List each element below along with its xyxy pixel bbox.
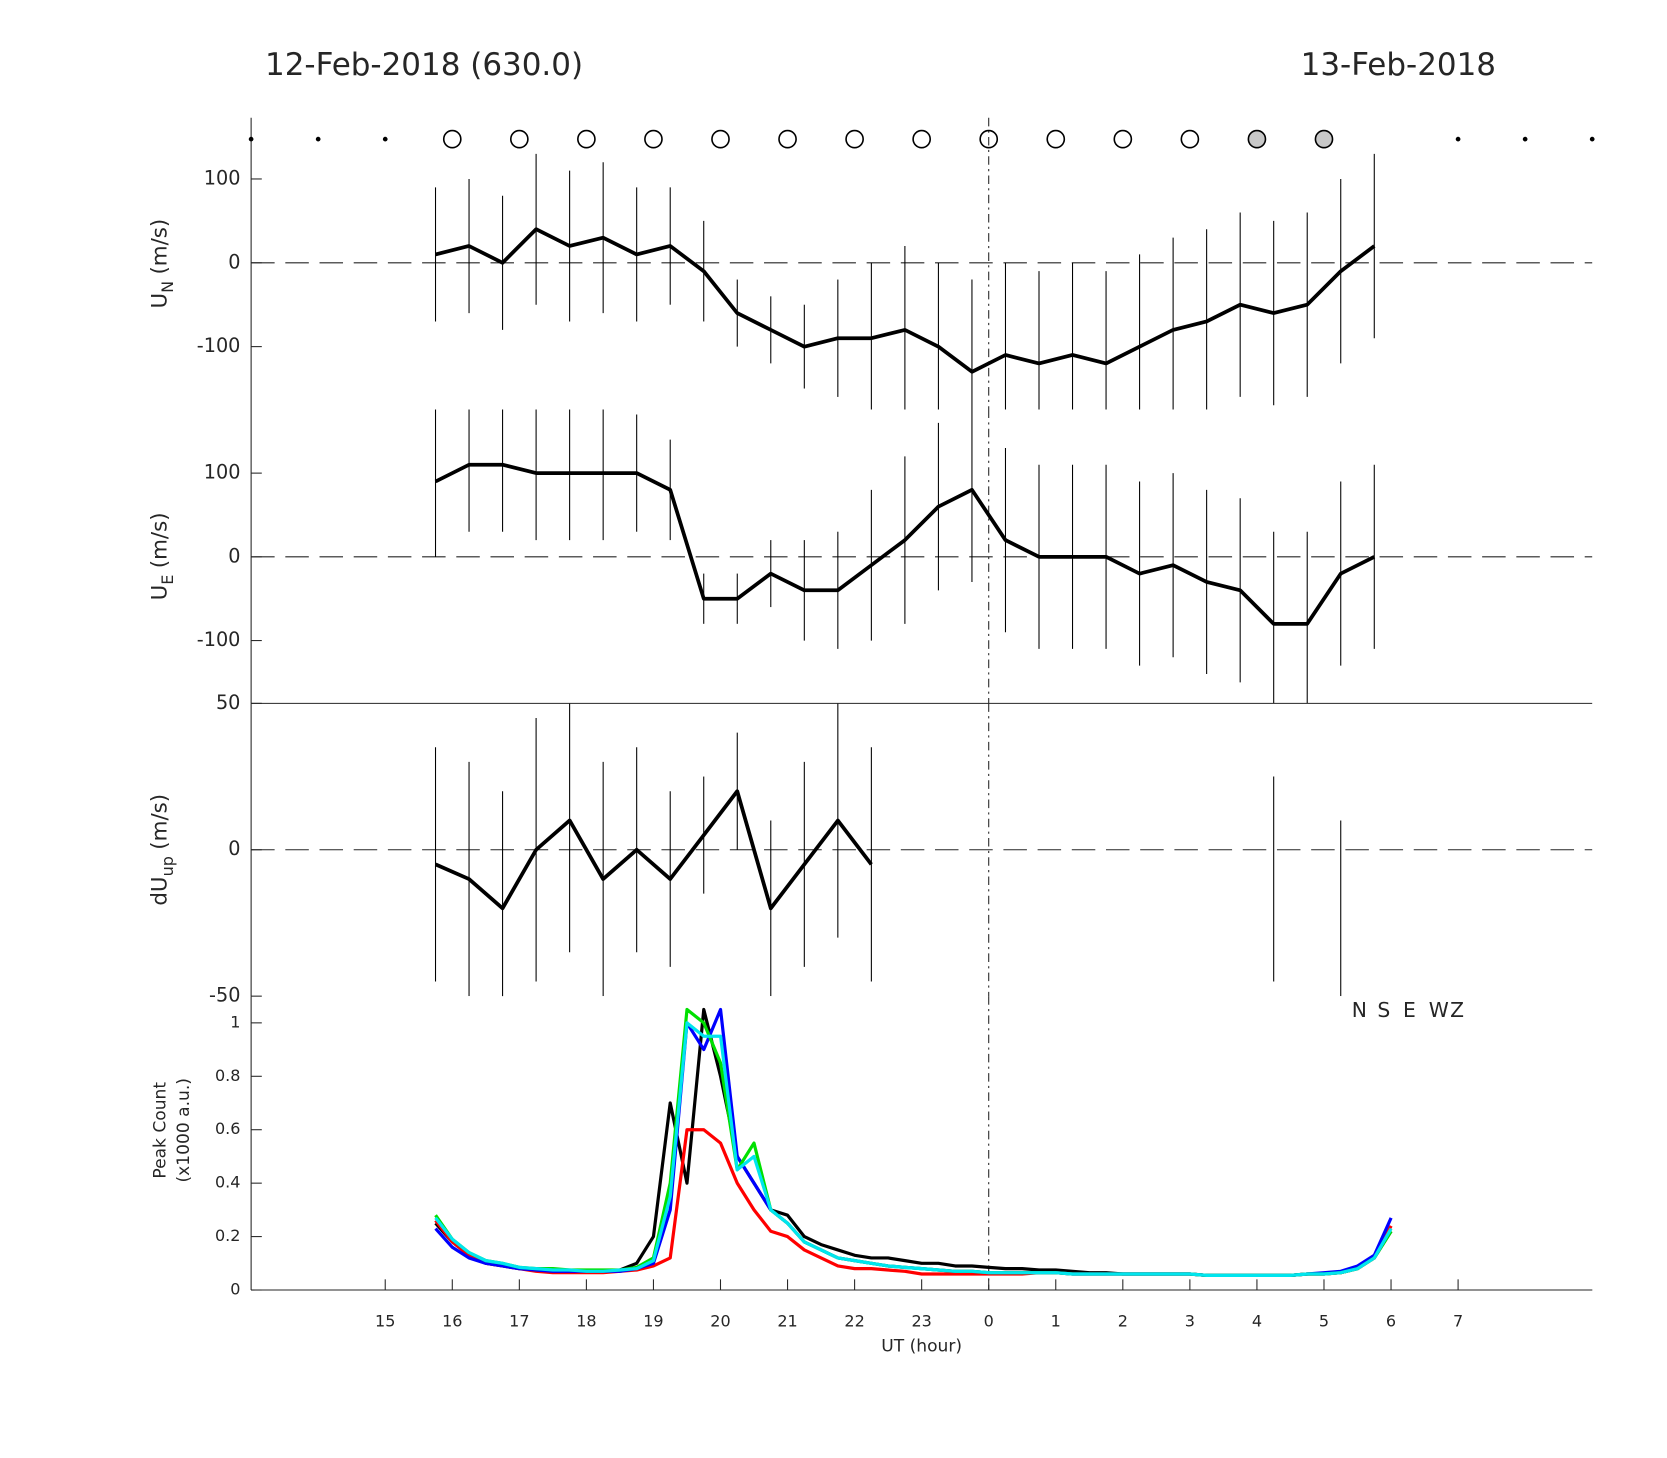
series-line — [434, 1007, 1393, 1277]
open-circle-marker — [711, 129, 730, 149]
y-label-main: U — [147, 293, 172, 309]
y-tick-label: 0 — [230, 1280, 240, 1299]
y-tick-label: 0.2 — [215, 1226, 240, 1245]
y-label-sub: N — [157, 281, 176, 293]
data-line — [434, 462, 1376, 626]
plot-area — [434, 409, 1376, 704]
chart-title: 12-Feb-2018 (630.0) — [265, 47, 583, 83]
y-label-unit: (m/s) — [147, 512, 172, 568]
x-tick-label: 23 — [911, 1312, 931, 1331]
y-label-unit: (m/s) — [147, 219, 172, 275]
y-tick-label: -100 — [197, 334, 241, 357]
dot-marker — [315, 136, 321, 142]
y-tick-label: 0 — [228, 837, 240, 860]
y-label-main: dU — [147, 876, 172, 905]
data-line — [435, 227, 1376, 374]
y-tick-label: -50 — [209, 984, 240, 1007]
y-label-sub: up — [157, 856, 176, 876]
x-tick-label: 7 — [1453, 1312, 1463, 1331]
y-tick-label: 0.4 — [215, 1173, 240, 1192]
open-circle-marker — [509, 129, 529, 149]
dot-marker — [1522, 136, 1528, 142]
series-line — [434, 1128, 1393, 1277]
open-circle-marker — [845, 129, 864, 149]
y-axis-label: (x1000 a.u.) — [174, 1078, 194, 1182]
x-tick-label: 1 — [1051, 1312, 1061, 1331]
y-axis-label: UN (m/s) — [147, 219, 176, 309]
y-tick-label: 0.6 — [215, 1119, 240, 1138]
filled-circle-marker — [1247, 129, 1267, 149]
legend-entry: Z — [1450, 998, 1464, 1022]
x-tick-label: 21 — [777, 1312, 797, 1331]
x-tick-label: 0 — [984, 1312, 994, 1331]
filled-circle-marker — [1314, 129, 1334, 149]
y-axis-label: dUup (m/s) — [147, 794, 176, 906]
series-line — [434, 1007, 1393, 1277]
open-circle-marker — [1113, 129, 1133, 149]
series-line — [434, 1021, 1393, 1277]
y-tick-label: 100 — [204, 166, 241, 189]
x-tick-label: 4 — [1252, 1312, 1262, 1331]
date-annotation: 13-Feb-2018 — [1301, 47, 1496, 83]
y-tick-label: 50 — [216, 691, 240, 714]
x-tick-label: 22 — [844, 1312, 864, 1331]
dot-marker — [248, 136, 254, 142]
open-circle-marker — [1180, 129, 1200, 149]
open-circle-marker — [1046, 129, 1066, 149]
dot-marker — [1589, 136, 1595, 142]
x-tick-label: 18 — [576, 1312, 596, 1331]
legend-entry: S — [1377, 998, 1390, 1022]
x-tick-label: 5 — [1319, 1312, 1329, 1331]
legend-entry: W — [1429, 998, 1449, 1022]
y-axis-label: UE (m/s) — [147, 512, 176, 600]
x-tick-label: 19 — [643, 1312, 663, 1331]
open-circle-marker — [778, 129, 797, 149]
dot-marker — [1455, 136, 1461, 142]
x-axis-label: UT (hour) — [881, 1337, 962, 1357]
legend-entry: E — [1403, 998, 1416, 1022]
plot-area — [436, 703, 1341, 997]
y-tick-label: 100 — [204, 461, 241, 484]
dot-marker — [382, 136, 388, 142]
x-tick-label: 3 — [1185, 1312, 1195, 1331]
open-circle-marker — [442, 129, 462, 149]
x-tick-label: 17 — [509, 1312, 529, 1331]
x-tick-label: 6 — [1386, 1312, 1396, 1331]
open-circle-marker — [644, 129, 663, 149]
open-circle-marker — [912, 129, 932, 149]
plot-area — [434, 1007, 1393, 1277]
series-line — [434, 1007, 1393, 1277]
open-circle-marker — [577, 129, 596, 149]
y-axis-label: Peak Count — [150, 1082, 170, 1179]
y-tick-label: 0.8 — [215, 1066, 240, 1085]
y-tick-label: -100 — [197, 628, 241, 651]
y-tick-label: 1 — [230, 1012, 240, 1031]
plot-area — [434, 153, 1376, 410]
y-label-main: U — [147, 585, 172, 601]
open-circle-marker — [979, 129, 999, 149]
y-label-sub: E — [157, 575, 176, 585]
x-tick-label: 2 — [1118, 1312, 1128, 1331]
x-tick-label: 16 — [442, 1312, 462, 1331]
y-label-unit: (m/s) — [147, 794, 172, 850]
x-tick-label: 20 — [710, 1312, 730, 1331]
legend-entry: N — [1352, 998, 1367, 1022]
x-tick-label: 15 — [375, 1312, 395, 1331]
y-tick-label: 0 — [228, 250, 240, 273]
y-tick-label: 0 — [228, 544, 240, 567]
